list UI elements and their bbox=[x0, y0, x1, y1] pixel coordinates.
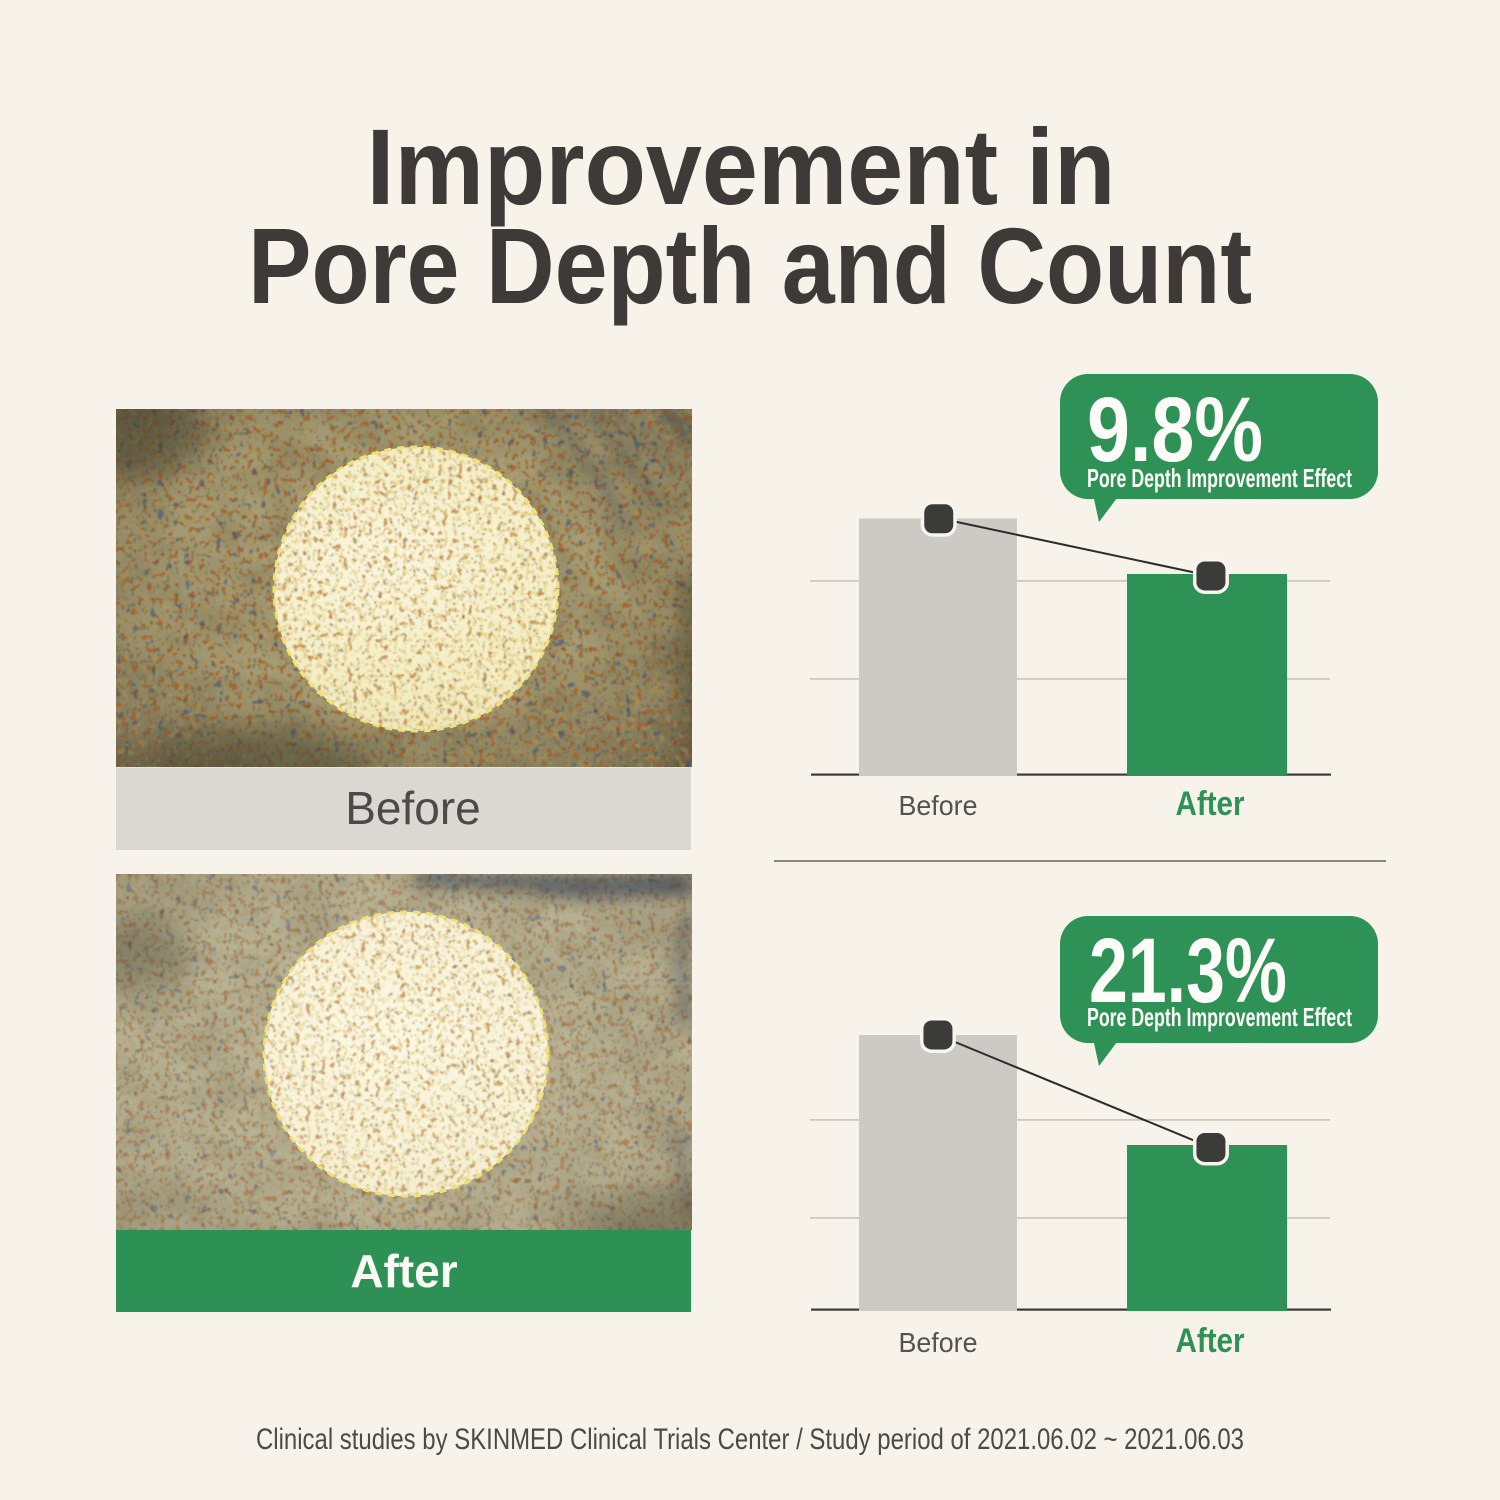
svg-text:21.3%: 21.3% bbox=[1089, 920, 1287, 1022]
svg-text:9.8%: 9.8% bbox=[1087, 379, 1263, 481]
svg-text:After: After bbox=[1176, 785, 1245, 823]
svg-text:Pore Depth and Count: Pore Depth and Count bbox=[248, 205, 1252, 326]
svg-text:Before: Before bbox=[345, 782, 481, 834]
svg-text:Pore Depth Improvement Effect: Pore Depth Improvement Effect bbox=[1087, 463, 1352, 493]
svg-text:After: After bbox=[350, 1245, 457, 1297]
svg-text:Clinical studies by SKINMED Cl: Clinical studies by SKINMED Clinical Tri… bbox=[256, 1423, 1244, 1456]
svg-text:After: After bbox=[1176, 1322, 1245, 1360]
svg-text:Pore Depth Improvement Effect: Pore Depth Improvement Effect bbox=[1087, 1002, 1352, 1032]
svg-text:Before: Before bbox=[899, 1327, 978, 1358]
svg-text:Improvement in: Improvement in bbox=[367, 106, 1116, 227]
svg-text:Before: Before bbox=[899, 790, 978, 821]
